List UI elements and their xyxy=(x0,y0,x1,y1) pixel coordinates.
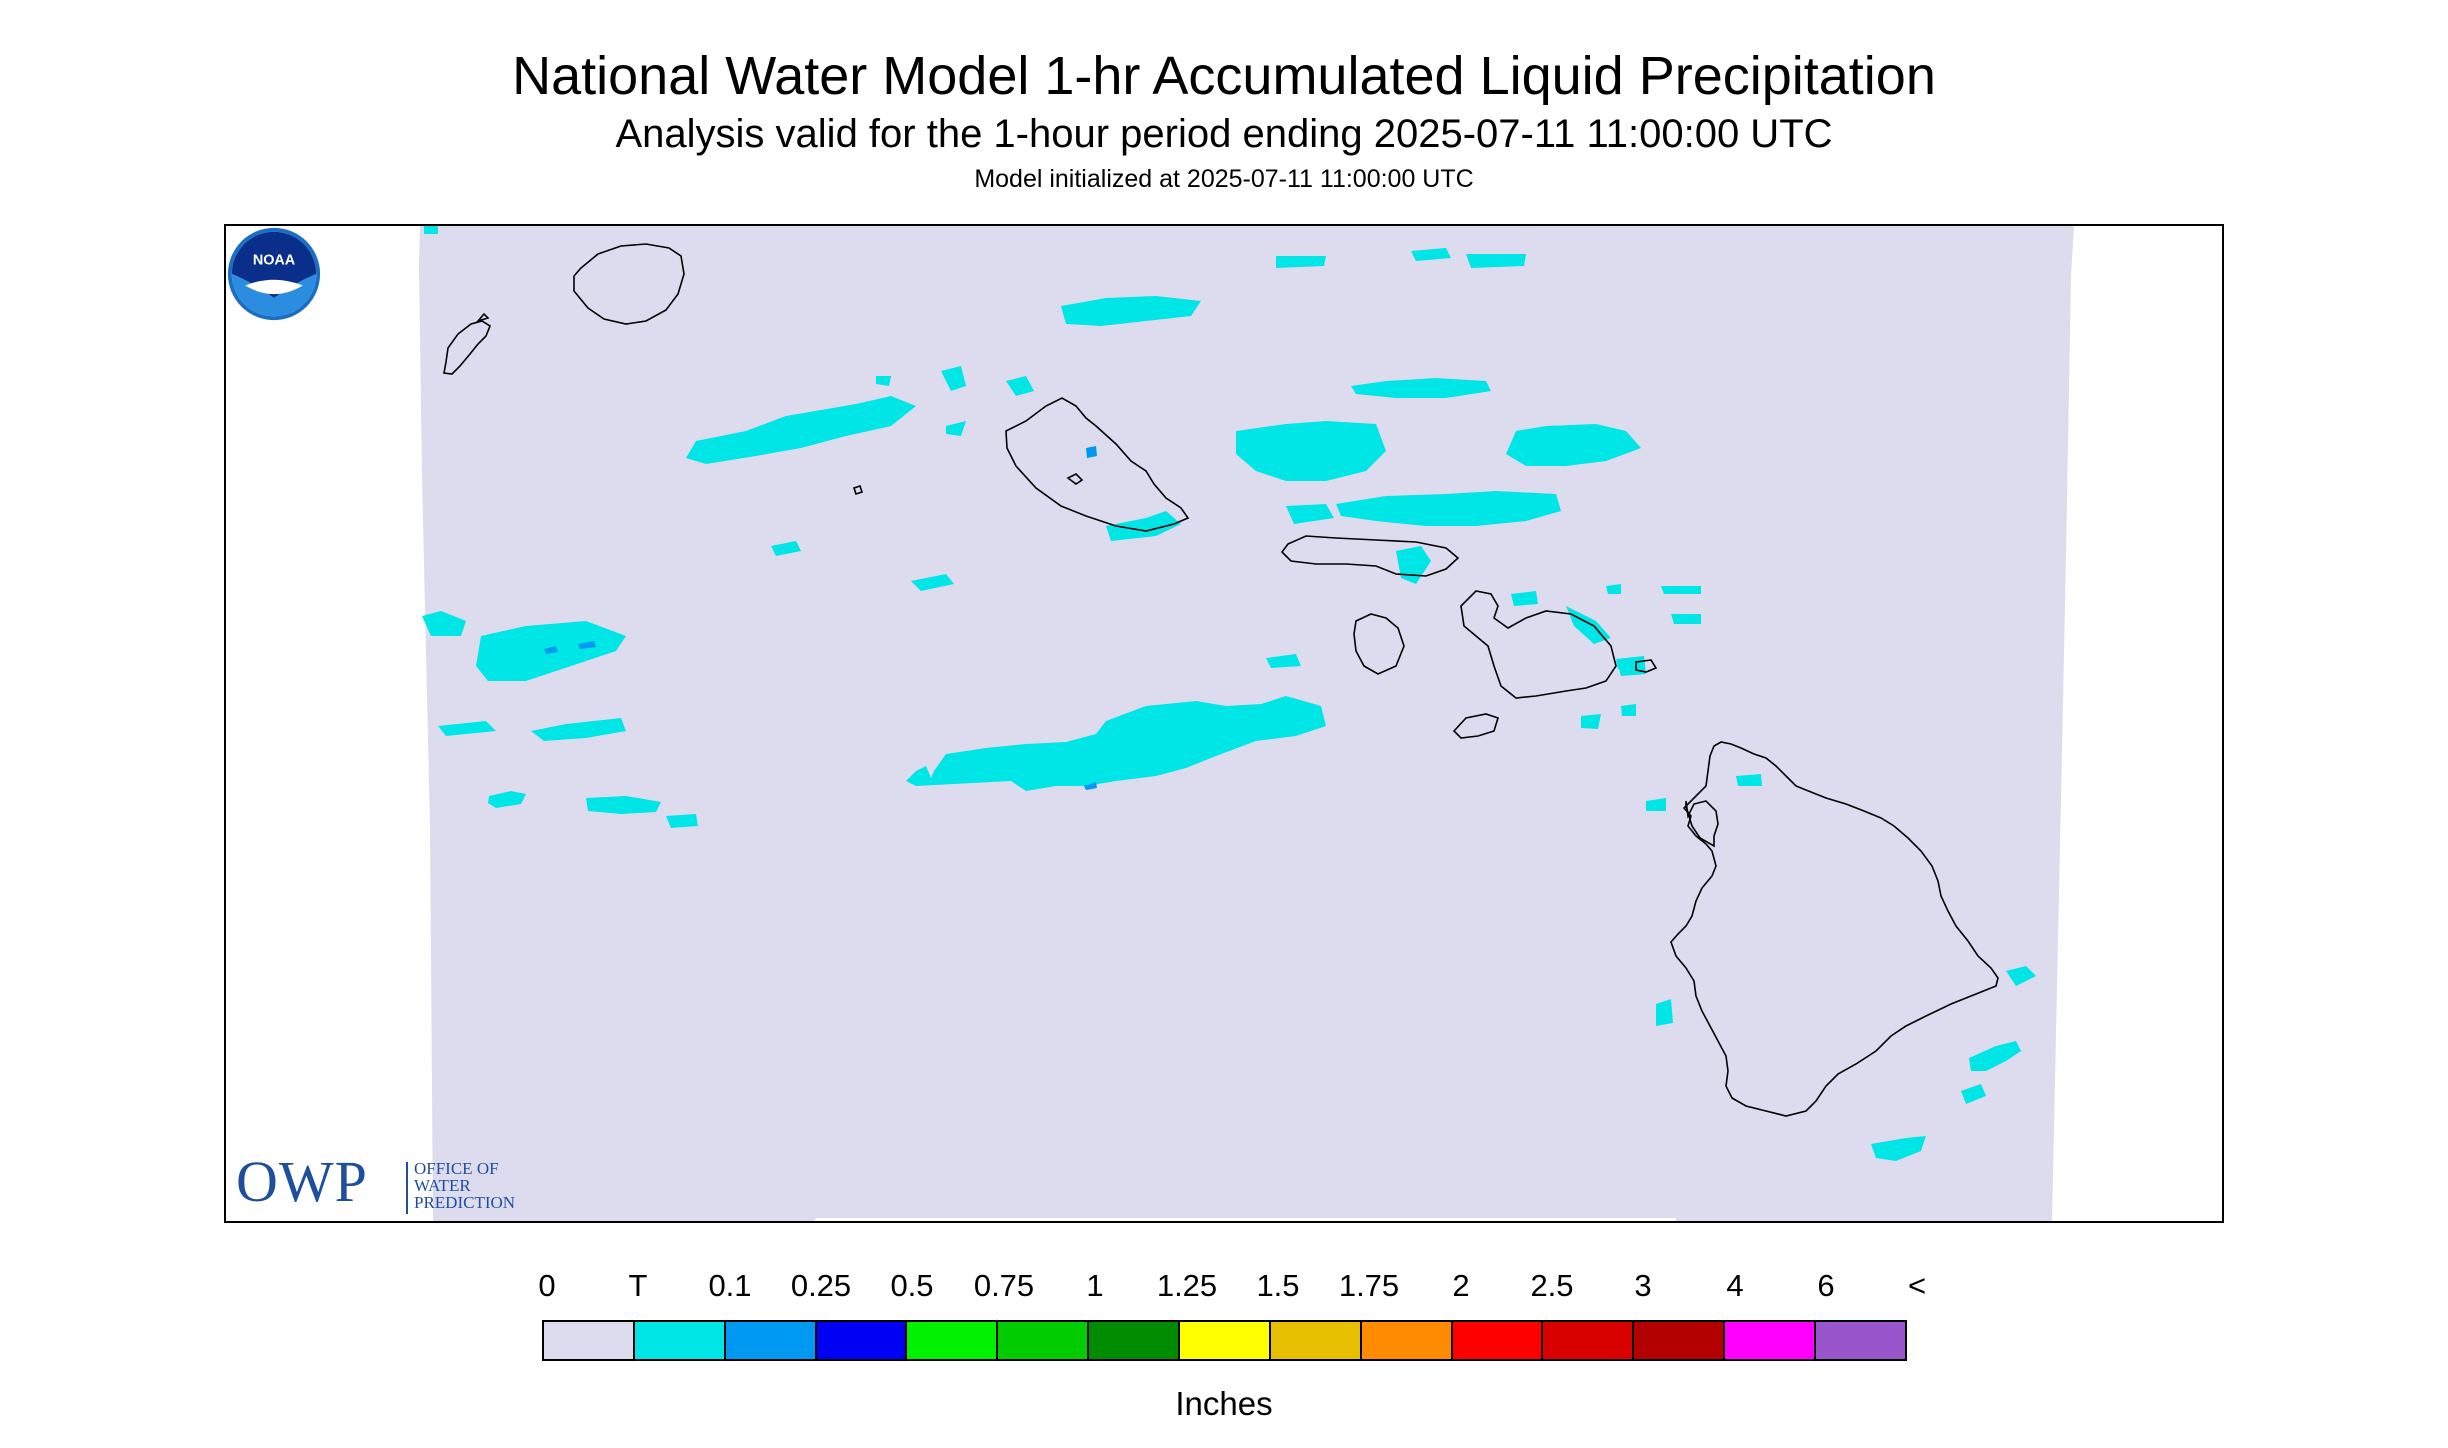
legend-swatch-3 xyxy=(816,1322,908,1359)
island-kauai xyxy=(573,243,685,325)
owp-logo-line1: OFFICE OF xyxy=(414,1159,499,1178)
legend-swatch-2 xyxy=(725,1322,817,1359)
legend-units: Inches xyxy=(1175,1385,1273,1422)
owp-logo-line3: PREDICTION xyxy=(414,1193,516,1212)
legend-tick-label: < xyxy=(1907,1268,1927,1303)
legend-tick-label: 0.5 xyxy=(890,1268,934,1303)
noaa-logo-text: NOAA xyxy=(253,252,296,268)
owp-logo-letters: OWP xyxy=(236,1149,368,1214)
legend-swatch-4 xyxy=(907,1322,999,1359)
island-molokai xyxy=(1280,535,1460,577)
precip-0.1-areas xyxy=(544,446,1097,790)
legend-tick-label: 1.75 xyxy=(1338,1268,1400,1303)
island-hawaii xyxy=(1685,800,1719,848)
legend-tick-label: 0 xyxy=(538,1268,556,1303)
legend-swatch-1 xyxy=(634,1322,726,1359)
legend-swatch-12 xyxy=(1634,1322,1726,1359)
model-init-note: Model initialized at 2025-07-11 11:00:00… xyxy=(974,165,1474,193)
legend-swatch-0 xyxy=(544,1322,635,1359)
legend-tick-label: 3 xyxy=(1634,1268,1652,1303)
legend-colorbar xyxy=(542,1320,1907,1361)
owp-logo: OWP OFFICE OF WATER PREDICTION xyxy=(236,1150,566,1216)
legend-tick-label: 2 xyxy=(1452,1268,1470,1303)
legend-tick-label: 1.25 xyxy=(1156,1268,1218,1303)
map-panel: OWP OFFICE OF WATER PREDICTION NOAA xyxy=(224,224,2224,1223)
legend-swatch-5 xyxy=(998,1322,1090,1359)
precip-trace-areas xyxy=(422,226,2036,1161)
legend-tick-label: 1.5 xyxy=(1256,1268,1300,1303)
island-oahu xyxy=(1005,397,1190,532)
legend-tick-label: 4 xyxy=(1726,1268,1744,1303)
legend-tick-label: 6 xyxy=(1817,1268,1835,1303)
legend-tick-label: 2.5 xyxy=(1530,1268,1574,1303)
legend-tick-label: T xyxy=(628,1268,648,1303)
legend-tick-label: 1 xyxy=(1086,1268,1104,1303)
legend-tick-label: 0.75 xyxy=(973,1268,1035,1303)
legend-swatch-7 xyxy=(1180,1322,1271,1359)
island-maui xyxy=(1460,590,1617,699)
owp-logo-divider xyxy=(406,1162,408,1214)
legend-swatch-6 xyxy=(1089,1322,1181,1359)
island-kahoolawe xyxy=(1452,713,1499,739)
map-title: National Water Model 1-hr Accumulated Li… xyxy=(512,46,1936,106)
coastlines xyxy=(443,243,1999,1117)
legend-swatch-8 xyxy=(1270,1322,1362,1359)
legend-swatch-11 xyxy=(1543,1322,1635,1359)
legend-swatch-14 xyxy=(1816,1322,1905,1359)
legend-tick-labels: 0 T 0.1 0.25 0.5 0.75 1 1.25 1.5 1.75 2 … xyxy=(0,1268,2448,1308)
noaa-logo: NOAA xyxy=(227,227,321,321)
legend-swatch-10 xyxy=(1452,1322,1544,1359)
legend-swatch-13 xyxy=(1725,1322,1817,1359)
legend-tick-label: 0.1 xyxy=(708,1268,752,1303)
island-niihau xyxy=(443,320,491,375)
island-lanai xyxy=(1353,613,1405,675)
precip-map xyxy=(419,226,2074,1221)
owp-logo-text: OFFICE OF WATER PREDICTION xyxy=(414,1160,515,1211)
legend-swatch-9 xyxy=(1361,1322,1453,1359)
map-subtitle: Analysis valid for the 1-hour period end… xyxy=(615,112,1833,156)
legend-tick-label: 0.25 xyxy=(790,1268,852,1303)
owp-logo-line2: WATER xyxy=(414,1176,471,1195)
